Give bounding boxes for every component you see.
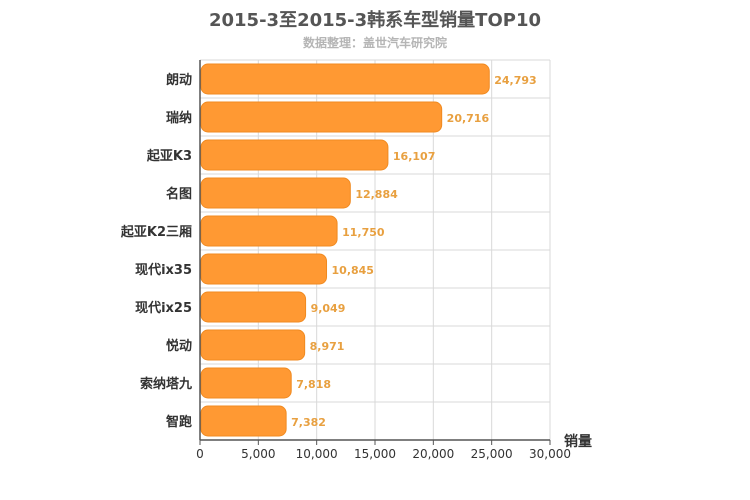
category-label: 现代ix35 <box>135 262 192 278</box>
category-label: 现代ix25 <box>135 300 192 316</box>
bar <box>200 177 351 209</box>
bar <box>200 63 490 95</box>
value-label: 24,793 <box>494 74 536 87</box>
value-label: 20,716 <box>447 112 490 125</box>
bar <box>200 291 307 323</box>
bar <box>200 215 338 247</box>
value-label: 12,884 <box>355 188 398 201</box>
category-label: 悦动 <box>166 338 192 354</box>
value-label: 11,750 <box>342 226 385 239</box>
value-label: 8,971 <box>310 340 345 353</box>
chart-subtitle: 数据整理：盖世汽车研究院 <box>302 36 447 50</box>
x-tick-label: 15,000 <box>354 447 396 461</box>
x-axis-title: 销量 <box>564 433 592 450</box>
category-label: 起亚K3 <box>146 148 192 164</box>
value-label: 16,107 <box>393 150 435 163</box>
chart-title: 2015-3至2015-3韩系车型销量TOP10 <box>208 10 541 31</box>
category-label: 名图 <box>166 186 192 202</box>
category-label: 起亚K2三厢 <box>120 224 192 240</box>
x-tick-label: 0 <box>196 447 204 461</box>
category-label: 索纳塔九 <box>140 376 192 392</box>
bar <box>200 405 287 437</box>
x-tick-label: 20,000 <box>412 447 454 461</box>
value-labels: 24,793 20,716 16,107 12,884 11,750 10,845 9,04… <box>291 74 537 429</box>
bar <box>200 329 306 361</box>
category-label: 智跑 <box>166 414 192 430</box>
bar <box>200 139 389 171</box>
x-tick-label: 10,000 <box>296 447 338 461</box>
x-tick-label: 25,000 <box>471 447 513 461</box>
category-label: 朗动 <box>166 72 192 88</box>
bar <box>200 367 292 399</box>
bar <box>200 253 328 285</box>
bar <box>200 101 443 133</box>
value-label: 10,845 <box>332 264 374 277</box>
x-tick-label: 5,000 <box>241 447 275 461</box>
x-tick-label: 30,000 <box>529 447 571 461</box>
value-label: 7,382 <box>291 416 326 429</box>
value-label: 9,049 <box>311 302 346 315</box>
category-label: 瑞纳 <box>166 110 192 126</box>
value-label: 7,818 <box>296 378 331 391</box>
bars-group <box>200 63 490 437</box>
